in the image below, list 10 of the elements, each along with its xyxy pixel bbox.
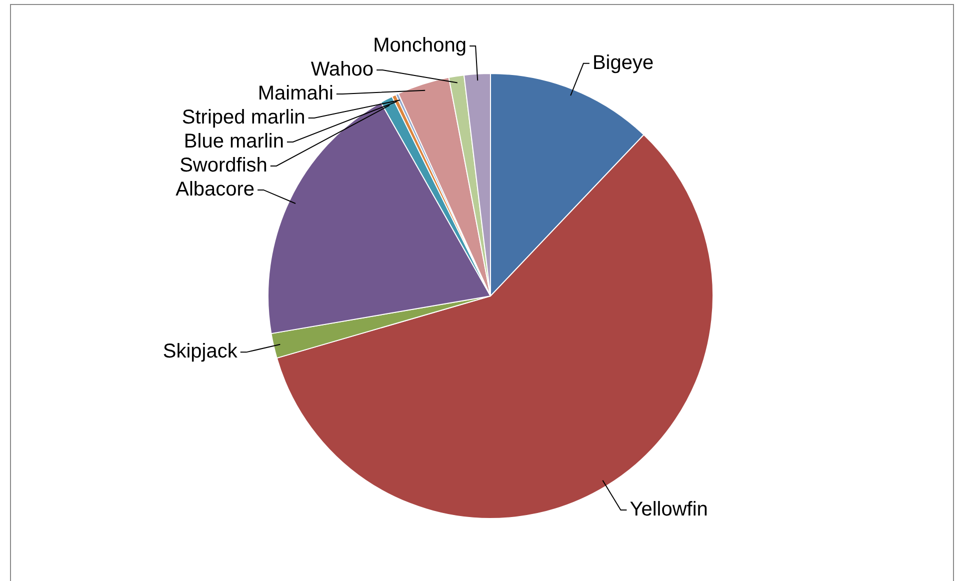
slice-label: Wahoo	[310, 58, 374, 80]
slice-label: Yellowfin	[630, 498, 708, 521]
slice-label: Striped marlin	[182, 106, 306, 128]
slice-label: Albacore	[176, 178, 255, 200]
slice-label: Bigeye	[592, 52, 654, 74]
slice-label: Swordfish	[180, 154, 268, 176]
slice-label: Blue marlin	[184, 130, 284, 152]
slice-label: Skipjack	[162, 340, 238, 363]
slice-label: Monchong	[373, 34, 467, 56]
slice-label: Maimahi	[258, 82, 334, 104]
